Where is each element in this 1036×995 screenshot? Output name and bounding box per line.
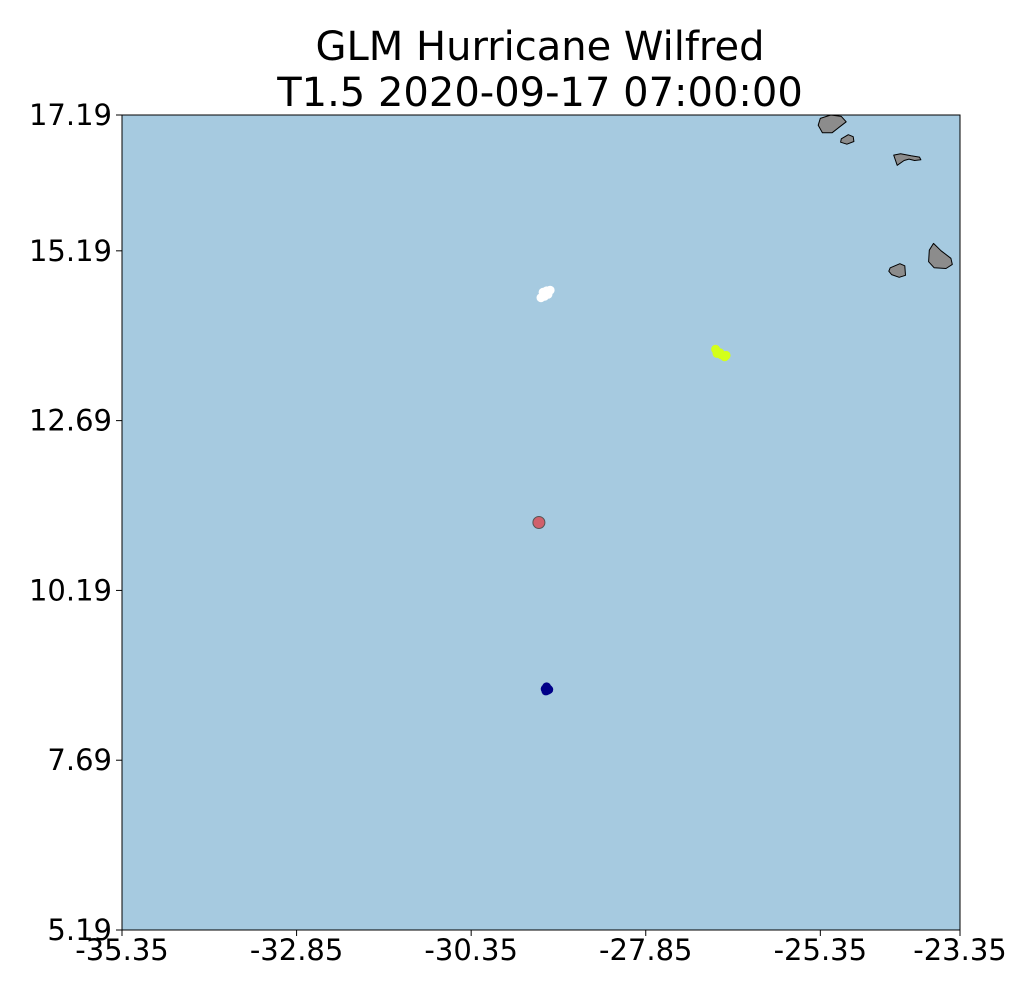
y-tick-label: 12.69 <box>29 404 112 438</box>
x-axis: -35.35 -32.85 -30.35 -27.85 -25.35 -23.35 <box>75 930 1007 967</box>
point-s4-6 <box>541 686 551 696</box>
x-tick-label: -25.35 <box>774 933 868 967</box>
y-tick-label: 10.19 <box>29 573 112 607</box>
x-tick-label: -32.85 <box>250 933 344 967</box>
y-axis: 17.19 15.19 12.69 10.19 7.69 5.19 <box>29 98 122 947</box>
point-s2-6 <box>715 348 725 358</box>
plot-frame <box>121 114 961 931</box>
x-tick-label: -27.85 <box>599 933 693 967</box>
chart-title-line1: GLM Hurricane Wilfred <box>316 24 765 70</box>
lightning-points-layer <box>532 285 731 696</box>
point-s3-1 <box>532 516 546 529</box>
point-s1-7 <box>541 288 551 298</box>
y-tick-label: 7.69 <box>47 743 112 777</box>
island-4 <box>928 242 953 269</box>
island-3 <box>893 153 922 166</box>
island-2 <box>840 134 855 145</box>
x-tick-label: -35.35 <box>75 933 169 967</box>
x-tick-label: -30.35 <box>424 933 518 967</box>
y-tick-label: 5.19 <box>47 913 112 947</box>
chart-title-line2: T1.5 2020-09-17 07:00:00 <box>276 70 803 116</box>
island-5 <box>888 263 906 278</box>
y-tick-label: 15.19 <box>29 234 112 268</box>
x-tick-label: -23.35 <box>913 933 1007 967</box>
land-layer <box>817 114 953 278</box>
y-tick-label: 17.19 <box>29 98 112 132</box>
